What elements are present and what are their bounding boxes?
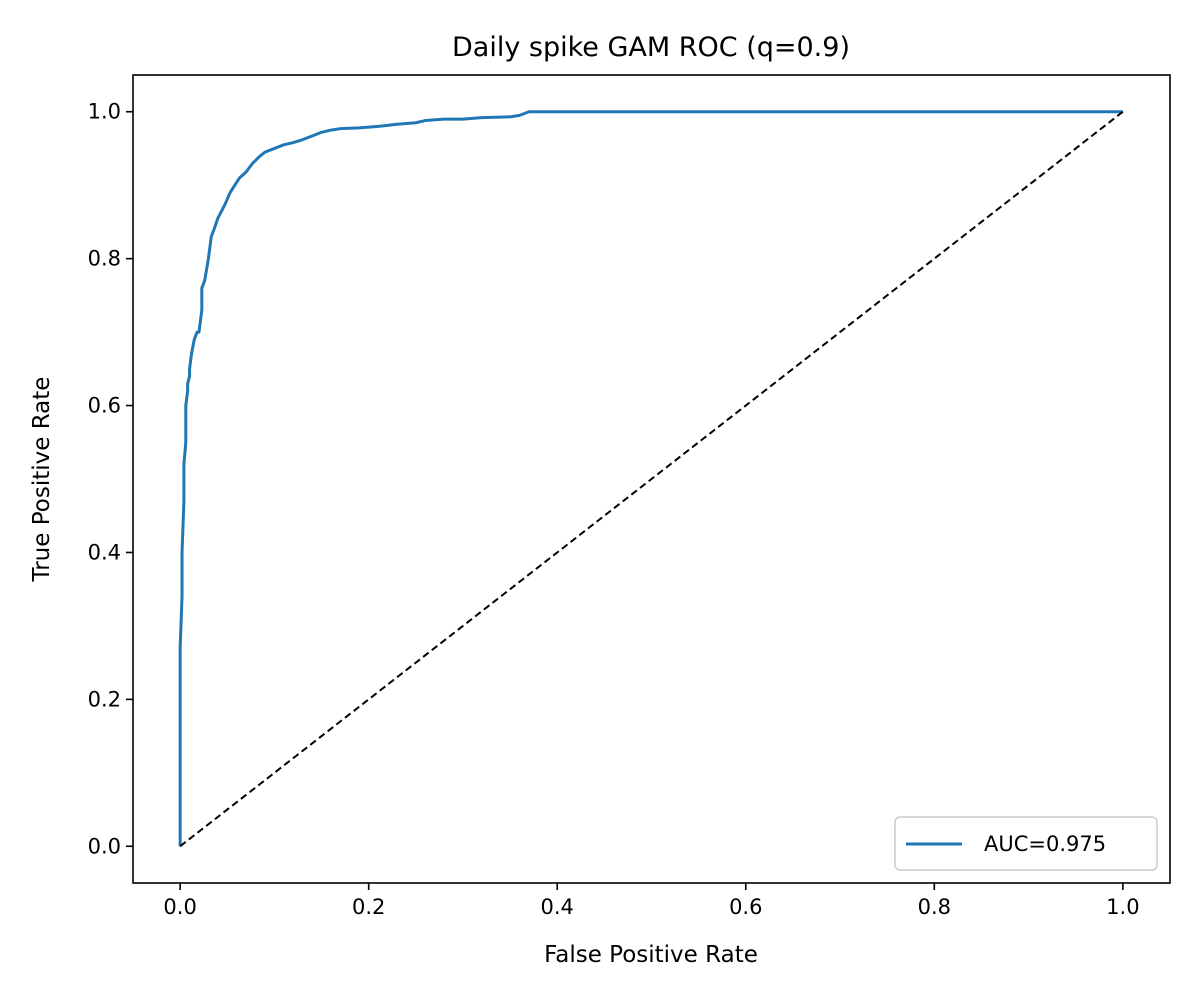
legend-label-roc: AUC=0.975 — [984, 832, 1106, 856]
y-tick-label: 1.0 — [88, 100, 121, 124]
plot-area — [132, 74, 1171, 884]
x-tick-label: 0.4 — [541, 895, 574, 919]
x-axis-label: False Positive Rate — [544, 942, 758, 968]
y-tick-label: 0.6 — [88, 394, 121, 418]
y-tick-label: 0.8 — [88, 247, 121, 271]
y-tick-label: 0.0 — [88, 834, 121, 858]
x-tick-label: 0.6 — [729, 895, 762, 919]
x-tick-label: 0.0 — [163, 895, 196, 919]
y-tick-label: 0.4 — [88, 540, 121, 564]
legend: AUC=0.975 — [894, 816, 1158, 871]
y-axis-label: True Positive Rate — [29, 377, 55, 583]
x-tick-label: 0.8 — [918, 895, 951, 919]
x-tick-label: 1.0 — [1106, 895, 1139, 919]
chance-diagonal-line — [179, 110, 1124, 848]
roc-curve-line — [178, 110, 1123, 847]
x-axis-ticks: 0.0 0.2 0.4 0.6 0.8 1.0 — [163, 883, 1140, 919]
y-tick-label: 0.2 — [88, 687, 121, 711]
series-layer — [178, 110, 1124, 848]
chart-title: Daily spike GAM ROC (q=0.9) — [452, 32, 850, 63]
y-axis-ticks: 0.0 0.2 0.4 0.6 0.8 1.0 — [88, 100, 133, 858]
x-tick-label: 0.2 — [352, 895, 385, 919]
legend-box — [894, 816, 1158, 871]
axes-frame — [132, 74, 1171, 884]
